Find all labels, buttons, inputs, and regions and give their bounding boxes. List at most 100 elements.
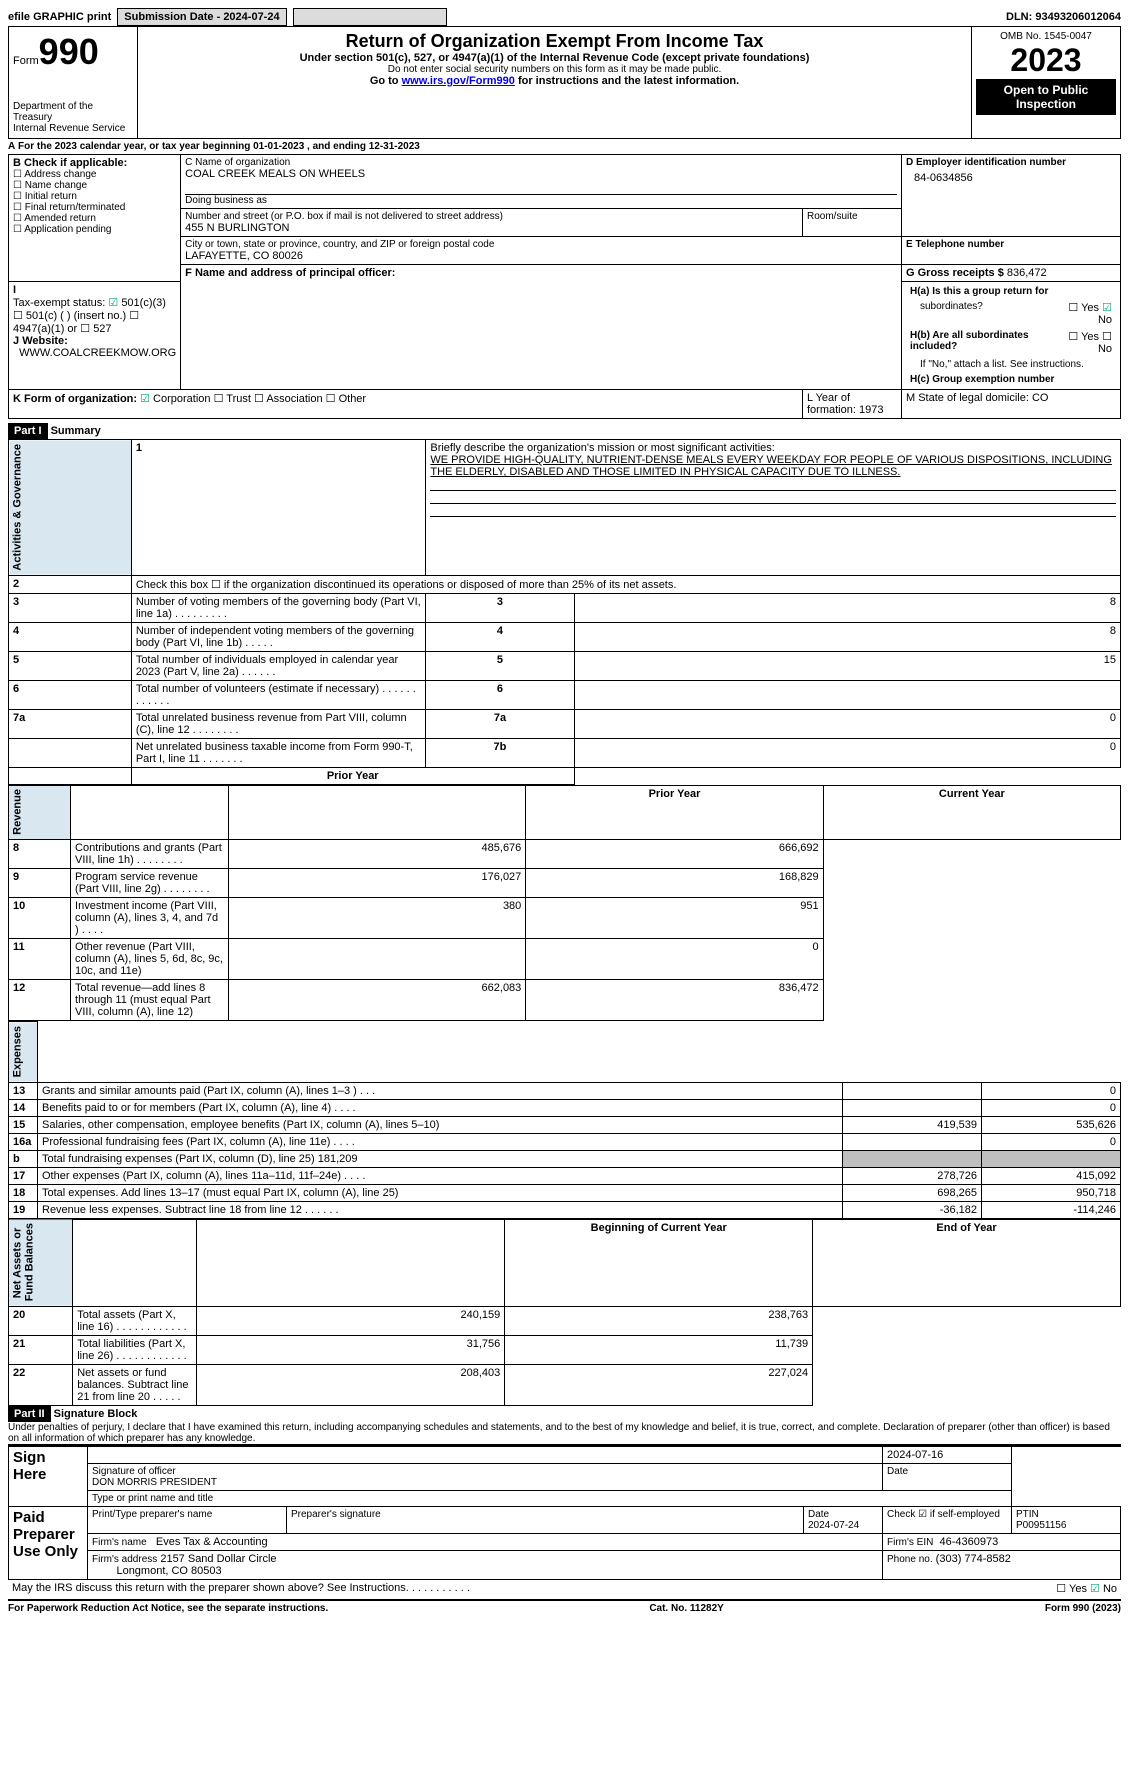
efile-label: efile GRAPHIC print bbox=[8, 11, 111, 23]
prep-date: 2024-07-24 bbox=[808, 1520, 859, 1531]
ein-label: D Employer identification number bbox=[906, 157, 1116, 168]
open-label: Open to Public bbox=[1004, 83, 1089, 97]
check-amended-return[interactable]: Amended return bbox=[13, 213, 176, 224]
line-1-num: 1 bbox=[131, 440, 426, 576]
officer-name: DON MORRIS PRESIDENT bbox=[92, 1477, 217, 1488]
hc-label: H(c) Group exemption number bbox=[906, 372, 1116, 387]
tax-year-line: For the 2023 calendar year, or tax year … bbox=[18, 141, 420, 152]
gross-receipts-value: 836,472 bbox=[1007, 267, 1047, 279]
pra-notice: For Paperwork Reduction Act Notice, see … bbox=[8, 1603, 328, 1614]
firm-phone: (303) 774-8582 bbox=[936, 1553, 1011, 1565]
net-assets-label: Net Assets or Fund Balances bbox=[9, 1219, 73, 1306]
dba-label: Doing business as bbox=[185, 194, 897, 206]
trust-checkbox[interactable]: Trust bbox=[214, 393, 251, 405]
check-application-pending[interactable]: Application pending bbox=[13, 224, 176, 235]
firm-phone-label: Phone no. bbox=[887, 1554, 933, 1565]
prior-year-header: Prior Year bbox=[526, 785, 823, 840]
sign-here-label: Sign Here bbox=[9, 1446, 88, 1507]
tax-exempt-label: Tax-exempt status: bbox=[13, 297, 105, 309]
part-ii-title: Signature Block bbox=[54, 1408, 138, 1420]
discuss-no[interactable]: No bbox=[1090, 1583, 1117, 1595]
net-assets-table: Net Assets or Fund Balances Beginning of… bbox=[8, 1219, 1121, 1406]
topbar: efile GRAPHIC print Submission Date - 20… bbox=[8, 8, 1121, 26]
paid-preparer-label: Paid Preparer Use Only bbox=[9, 1507, 88, 1580]
firm-addr-label: Firm's address bbox=[92, 1554, 157, 1565]
phone-label: E Telephone number bbox=[906, 239, 1116, 250]
other-checkbox[interactable]: Other bbox=[326, 393, 366, 405]
goto-link[interactable]: www.irs.gov/Form990 bbox=[402, 75, 515, 87]
check-name-change[interactable]: Name change bbox=[13, 180, 176, 191]
firm-city: Longmont, CO 80503 bbox=[116, 1565, 221, 1577]
form-header: Form990 Department of the Treasury Inter… bbox=[8, 26, 1121, 139]
nossn-note: Do not enter social security numbers on … bbox=[150, 64, 959, 75]
year-formation: L Year of formation: 1973 bbox=[803, 390, 902, 419]
hb-no[interactable]: No bbox=[1098, 331, 1112, 355]
501c-checkbox[interactable]: 501(c) ( ) (insert no.) bbox=[13, 310, 126, 322]
city-value: LAFAYETTE, CO 80026 bbox=[185, 250, 897, 262]
prior-year-header: Prior Year bbox=[131, 767, 574, 784]
ha-no[interactable]: No bbox=[1098, 302, 1112, 326]
hb-label: H(b) Are all subordinates included? bbox=[906, 328, 1058, 357]
check-address-change[interactable]: Address change bbox=[13, 169, 176, 180]
check-initial-return[interactable]: Initial return bbox=[13, 191, 176, 202]
part-ii-bar: Part II bbox=[8, 1406, 51, 1422]
section-b-label: B Check if applicable: bbox=[13, 157, 176, 169]
signature-table: Sign Here 2024-07-16 Signature of office… bbox=[8, 1444, 1121, 1580]
irs-label: Internal Revenue Service bbox=[13, 123, 133, 134]
form-label: Form bbox=[13, 55, 39, 67]
revenue-table: Revenue Prior Year Current Year 8Contrib… bbox=[8, 785, 1121, 1022]
goto-prefix: Go to bbox=[370, 75, 402, 87]
omb-label: OMB No. 1545-0047 bbox=[976, 31, 1116, 42]
return-title: Return of Organization Exempt From Incom… bbox=[150, 31, 959, 52]
submission-date-button[interactable]: Submission Date - 2024-07-24 bbox=[117, 8, 286, 26]
ha-label: H(a) Is this a group return for bbox=[906, 284, 1058, 299]
ptin-value: P00951156 bbox=[1016, 1520, 1066, 1531]
expenses-table: Expenses 13Grants and similar amounts pa… bbox=[8, 1021, 1121, 1218]
discuss-yes[interactable]: Yes bbox=[1056, 1583, 1087, 1595]
ha-sub: subordinates? bbox=[906, 299, 1058, 328]
corp-checkbox[interactable]: Corporation bbox=[140, 393, 210, 405]
form-footer: Form 990 (2023) bbox=[1045, 1603, 1121, 1614]
dln-label: DLN: 93493206012064 bbox=[1006, 11, 1121, 23]
goto-suffix: for instructions and the latest informat… bbox=[515, 75, 739, 87]
part-i-bar: Part I bbox=[8, 423, 48, 439]
ptin-label: PTIN bbox=[1016, 1509, 1039, 1520]
firm-name-label: Firm's name bbox=[92, 1537, 147, 1548]
current-year-header: Current Year bbox=[823, 785, 1120, 840]
sig-officer-label: Signature of officer bbox=[92, 1466, 176, 1477]
officer-label: F Name and address of principal officer: bbox=[185, 267, 897, 279]
self-employed-check: Check ☑ if self-employed bbox=[883, 1507, 1012, 1534]
website-label: Website: bbox=[22, 335, 68, 347]
end-year-header: End of Year bbox=[813, 1219, 1121, 1306]
ha-yes[interactable]: Yes bbox=[1068, 302, 1099, 314]
street-address: 455 N BURLINGTON bbox=[185, 222, 798, 234]
blank-button[interactable] bbox=[293, 8, 447, 26]
date-label2: Date bbox=[808, 1509, 829, 1520]
preparer-sig-label: Preparer's signature bbox=[287, 1507, 804, 1534]
mission-text: WE PROVIDE HIGH-QUALITY, NUTRIENT-DENSE … bbox=[430, 454, 1112, 478]
city-label: City or town, state or province, country… bbox=[185, 239, 897, 250]
ein-value: 84-0634856 bbox=[906, 168, 1116, 184]
sign-date: 2024-07-16 bbox=[883, 1446, 1012, 1464]
expenses-label: Expenses bbox=[9, 1022, 38, 1082]
revenue-label: Revenue bbox=[9, 785, 71, 840]
type-name-label: Type or print name and title bbox=[88, 1491, 1012, 1507]
subtitle: Under section 501(c), 527, or 4947(a)(1)… bbox=[150, 52, 959, 64]
hb-yes[interactable]: Yes bbox=[1068, 331, 1099, 343]
527-checkbox[interactable]: 527 bbox=[80, 323, 111, 335]
check-final-return-terminated[interactable]: Final return/terminated bbox=[13, 202, 176, 213]
mission-label: Briefly describe the organization's miss… bbox=[430, 442, 774, 454]
org-name-label: C Name of organization bbox=[185, 157, 897, 168]
summary-table: Activities & Governance 1 Briefly descri… bbox=[8, 439, 1121, 785]
preparer-name-label: Print/Type preparer's name bbox=[88, 1507, 287, 1534]
gross-receipts-label: G Gross receipts $ bbox=[906, 267, 1004, 279]
firm-addr: 2157 Sand Dollar Circle bbox=[160, 1553, 276, 1565]
form-number: 990 bbox=[39, 31, 99, 72]
inspection-label: Inspection bbox=[1016, 97, 1076, 111]
cat-no: Cat. No. 11282Y bbox=[649, 1603, 723, 1614]
discuss-question: May the IRS discuss this return with the… bbox=[8, 1580, 993, 1597]
perjury-declaration: Under penalties of perjury, I declare th… bbox=[8, 1422, 1121, 1444]
501c3-checkbox[interactable]: 501(c)(3) bbox=[108, 297, 166, 309]
entity-table: B Check if applicable: Address changeNam… bbox=[8, 154, 1121, 419]
assoc-checkbox[interactable]: Association bbox=[254, 393, 323, 405]
